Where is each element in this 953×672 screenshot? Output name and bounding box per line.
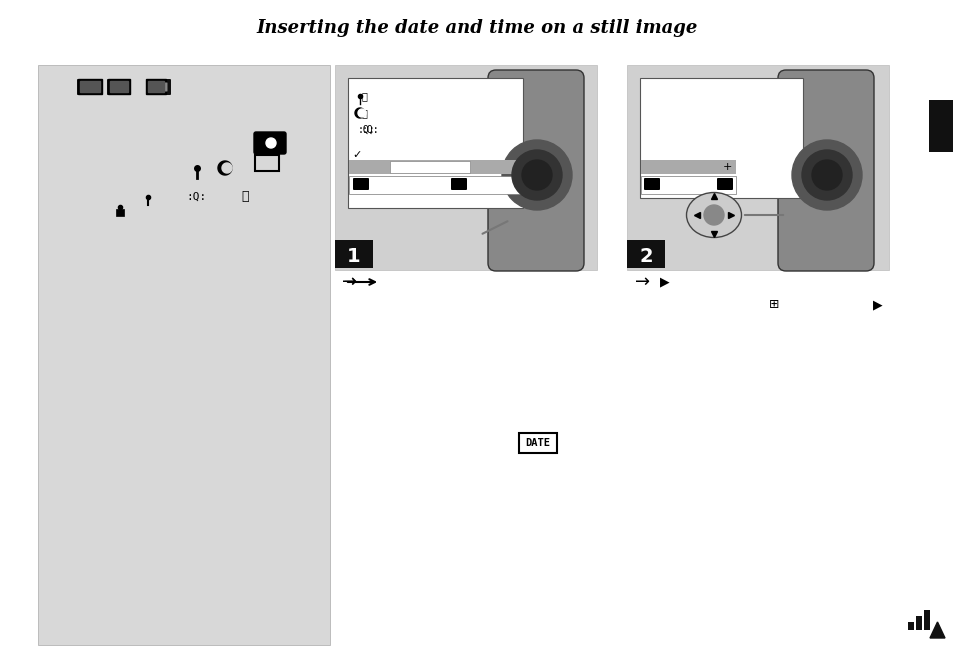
Text: 🌴: 🌴: [241, 190, 249, 204]
Text: →: →: [342, 273, 357, 291]
Text: 🌙: 🌙: [361, 108, 368, 118]
Circle shape: [811, 160, 841, 190]
Text: 👤: 👤: [361, 91, 368, 101]
Bar: [639, 78, 802, 198]
Bar: [626, 240, 664, 268]
Bar: [110, 81, 128, 92]
Bar: [78, 79, 102, 94]
FancyBboxPatch shape: [353, 178, 369, 190]
Circle shape: [801, 150, 851, 200]
Bar: [390, 161, 470, 173]
Text: :Q:: :Q:: [357, 125, 375, 135]
Bar: [148, 81, 164, 92]
Text: DATE: DATE: [525, 438, 550, 448]
Bar: [349, 160, 521, 174]
FancyBboxPatch shape: [488, 70, 583, 271]
Bar: [349, 176, 521, 194]
Text: :Q:: :Q:: [187, 192, 207, 202]
Bar: [38, 65, 330, 645]
Text: +: +: [721, 162, 731, 172]
Circle shape: [512, 150, 561, 200]
Bar: [640, 160, 735, 174]
FancyBboxPatch shape: [147, 79, 171, 95]
Ellipse shape: [686, 192, 740, 237]
Bar: [640, 176, 735, 194]
Polygon shape: [218, 161, 232, 175]
Text: →: →: [635, 273, 650, 291]
Circle shape: [521, 160, 552, 190]
Text: ▶: ▶: [659, 276, 669, 288]
Text: 1: 1: [347, 247, 360, 265]
Bar: [254, 155, 278, 171]
FancyBboxPatch shape: [717, 178, 732, 190]
Text: →: →: [343, 274, 356, 290]
Circle shape: [703, 205, 723, 225]
Bar: [348, 78, 522, 208]
Polygon shape: [355, 108, 364, 118]
FancyBboxPatch shape: [80, 83, 97, 91]
Bar: [108, 79, 130, 94]
Circle shape: [266, 138, 275, 148]
Bar: [928, 100, 953, 152]
Bar: [80, 81, 100, 92]
Bar: [335, 65, 597, 270]
Text: ⊞: ⊞: [768, 298, 779, 312]
Text: 2: 2: [639, 247, 652, 265]
FancyBboxPatch shape: [518, 433, 557, 453]
Polygon shape: [929, 622, 944, 638]
FancyBboxPatch shape: [253, 132, 286, 154]
Bar: [915, 616, 921, 630]
FancyBboxPatch shape: [151, 83, 168, 91]
Circle shape: [791, 140, 862, 210]
Polygon shape: [222, 163, 232, 173]
FancyBboxPatch shape: [451, 178, 467, 190]
Bar: [907, 622, 913, 630]
Text: Inserting the date and time on a still image: Inserting the date and time on a still i…: [256, 19, 697, 37]
Text: ✓: ✓: [352, 150, 361, 160]
FancyBboxPatch shape: [643, 178, 659, 190]
Text: :Q:: :Q:: [361, 125, 379, 135]
FancyBboxPatch shape: [778, 70, 873, 271]
Text: ▶: ▶: [872, 298, 882, 312]
FancyBboxPatch shape: [111, 83, 128, 91]
Bar: [923, 610, 929, 630]
Bar: [626, 65, 888, 270]
Bar: [146, 79, 166, 94]
Text: ⚙: ⚙: [260, 138, 280, 158]
Bar: [335, 240, 373, 268]
FancyBboxPatch shape: [107, 79, 131, 95]
Bar: [116, 209, 124, 216]
Polygon shape: [357, 109, 366, 117]
FancyBboxPatch shape: [77, 79, 101, 95]
Circle shape: [501, 140, 572, 210]
